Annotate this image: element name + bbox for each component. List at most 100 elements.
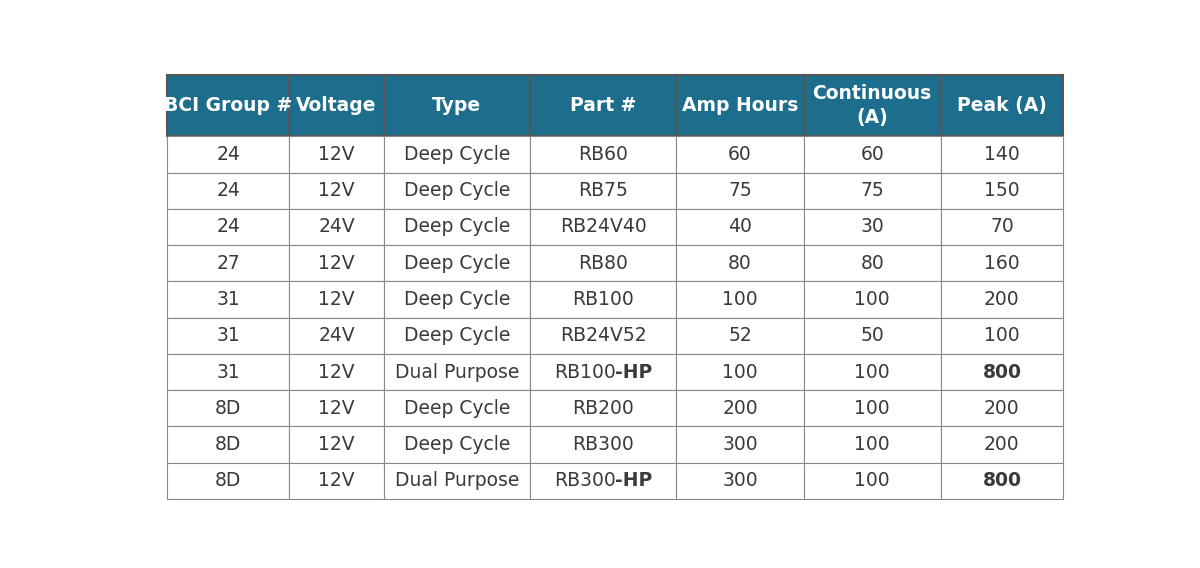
Text: 800: 800 [983,362,1021,382]
Text: RB75: RB75 [578,181,628,200]
Text: Deep Cycle: Deep Cycle [403,399,510,418]
Bar [530,318,677,354]
Bar [941,75,1063,136]
Bar [941,354,1063,390]
Bar [167,173,289,209]
Text: 150: 150 [984,181,1020,200]
Bar [530,75,677,136]
Text: 8D: 8D [215,471,241,490]
Bar [804,463,941,499]
Text: Deep Cycle: Deep Cycle [403,181,510,200]
Text: 12V: 12V [318,471,355,490]
Bar [384,209,530,245]
Bar [804,136,941,173]
Text: 300: 300 [722,435,758,454]
Text: 27: 27 [216,254,240,273]
Bar [941,245,1063,281]
Text: -HP: -HP [616,362,653,382]
Bar [289,354,384,390]
Text: RB24V40: RB24V40 [560,218,647,236]
Text: 200: 200 [984,435,1020,454]
Text: RB300: RB300 [553,471,616,490]
Bar [941,390,1063,427]
Bar [289,318,384,354]
Text: 24V: 24V [318,326,355,345]
Bar [677,209,804,245]
Bar [530,390,677,427]
Text: 140: 140 [984,145,1020,164]
Text: 12V: 12V [318,181,355,200]
Text: RB200: RB200 [572,399,634,418]
Text: Dual Purpose: Dual Purpose [395,362,520,382]
Bar [804,390,941,427]
Bar [677,136,804,173]
Bar [167,245,289,281]
Bar [167,136,289,173]
Text: Deep Cycle: Deep Cycle [403,435,510,454]
Text: Part #: Part # [570,96,636,115]
Bar [167,390,289,427]
Text: Peak (A): Peak (A) [956,96,1046,115]
Bar [384,318,530,354]
Bar [384,390,530,427]
Text: 8D: 8D [215,435,241,454]
Text: 12V: 12V [318,362,355,382]
Bar [677,173,804,209]
Bar [384,427,530,463]
Bar [530,281,677,318]
Bar [677,75,804,136]
Bar [167,354,289,390]
Bar [804,75,941,136]
Bar [804,318,941,354]
Bar [530,463,677,499]
Text: RB300: RB300 [572,435,634,454]
Text: 50: 50 [860,326,884,345]
Text: 40: 40 [728,218,752,236]
Text: Dual Purpose: Dual Purpose [395,471,520,490]
Text: 31: 31 [216,362,240,382]
Text: 24: 24 [216,218,240,236]
Text: -HP: -HP [616,471,653,490]
Text: 100: 100 [854,435,890,454]
Text: 100: 100 [854,471,890,490]
Bar [530,245,677,281]
Bar [289,281,384,318]
Bar [941,136,1063,173]
Bar [804,281,941,318]
Bar [941,318,1063,354]
Bar [167,318,289,354]
Bar [677,427,804,463]
Text: Amp Hours: Amp Hours [682,96,798,115]
Bar [167,427,289,463]
Text: 100: 100 [854,362,890,382]
Text: Deep Cycle: Deep Cycle [403,218,510,236]
Bar [384,173,530,209]
Bar [941,463,1063,499]
Text: Deep Cycle: Deep Cycle [403,326,510,345]
Bar [677,318,804,354]
Bar [289,427,384,463]
Text: RB100: RB100 [553,362,616,382]
Bar [677,245,804,281]
Bar [289,75,384,136]
Text: Deep Cycle: Deep Cycle [403,254,510,273]
Text: 100: 100 [854,290,890,309]
Text: 12V: 12V [318,435,355,454]
Text: Type: Type [432,96,481,115]
Bar [941,173,1063,209]
Text: RB80: RB80 [578,254,628,273]
Text: RB24V52: RB24V52 [560,326,647,345]
Bar [530,354,677,390]
Text: 31: 31 [216,290,240,309]
Text: 12V: 12V [318,145,355,164]
Bar [384,136,530,173]
Text: 100: 100 [722,290,758,309]
Bar [384,354,530,390]
Text: 70: 70 [990,218,1014,236]
Text: 12V: 12V [318,254,355,273]
Bar [804,173,941,209]
Bar [384,75,530,136]
Bar [677,390,804,427]
Text: BCI Group #: BCI Group # [164,96,292,115]
Bar [804,209,941,245]
